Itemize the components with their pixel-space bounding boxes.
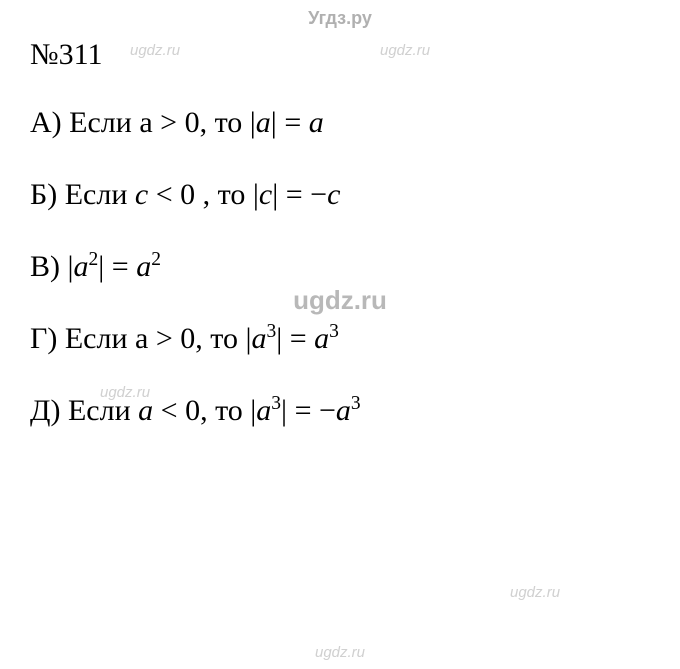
item-d-op: < <box>161 394 178 427</box>
item-b-eq: = <box>286 178 303 211</box>
abs-close: | <box>271 106 277 139</box>
problem-number: №311 <box>30 38 650 72</box>
item-a: А) Если а > 0, то |a| = a <box>30 106 650 140</box>
item-a-op: > <box>160 106 177 139</box>
problem-content: №311 А) Если а > 0, то |a| = a Б) Если c… <box>30 38 650 428</box>
item-v-abs-exp: 2 <box>89 249 99 270</box>
abs-close: | <box>98 250 104 283</box>
item-g-prefix: Если а <box>65 322 148 355</box>
item-g-eq: = <box>290 322 307 355</box>
item-g-abs-base: a <box>251 322 266 355</box>
item-d-eq: = <box>295 394 312 427</box>
abs-close: | <box>281 394 287 427</box>
abs-close: | <box>272 178 278 211</box>
item-d-label: Д) <box>30 394 60 427</box>
watermark-domain-4: ugdz.ru <box>510 584 560 601</box>
item-a-eq: = <box>284 106 301 139</box>
item-b-mid: , то <box>203 178 246 211</box>
item-g-label: Г) <box>30 322 57 355</box>
item-g-result-exp: 3 <box>329 321 339 342</box>
item-d-result-base: a <box>336 394 351 427</box>
item-b-result: c <box>327 178 340 211</box>
item-b-abs: c <box>259 178 272 211</box>
item-v-result-exp: 2 <box>151 249 161 270</box>
item-d-val: 0 <box>185 394 200 427</box>
item-a-label: А) <box>30 106 62 139</box>
item-b-var: c <box>135 178 148 211</box>
item-d-prefix: Если <box>68 394 131 427</box>
item-b-prefix: Если <box>65 178 128 211</box>
item-g-abs-exp: 3 <box>266 321 276 342</box>
item-b-minus: − <box>310 178 327 211</box>
abs-close: | <box>276 322 282 355</box>
watermark-domain-bottom: ugdz.ru <box>315 644 365 661</box>
item-d: Д) Если a < 0, то |a3| = −a3 <box>30 394 650 428</box>
item-d-abs-exp: 3 <box>271 393 281 414</box>
item-v-eq: = <box>112 250 129 283</box>
item-a-prefix: Если а <box>69 106 152 139</box>
item-g-op: > <box>156 322 173 355</box>
item-g-mid: , то <box>195 322 238 355</box>
item-d-mid: , то <box>200 394 243 427</box>
item-b-label: Б) <box>30 178 57 211</box>
item-a-val: 0 <box>185 106 200 139</box>
item-b: Б) Если c < 0 , то |c| = −c <box>30 178 650 212</box>
item-a-abs: a <box>256 106 271 139</box>
item-v-result-base: a <box>136 250 151 283</box>
item-d-var: a <box>138 394 153 427</box>
item-g: Г) Если а > 0, то |a3| = a3 <box>30 322 650 356</box>
item-d-minus: − <box>319 394 336 427</box>
item-v: В) |a2| = a2 <box>30 250 650 284</box>
item-g-result-base: a <box>314 322 329 355</box>
item-d-result-exp: 3 <box>351 393 361 414</box>
item-v-abs-base: a <box>74 250 89 283</box>
item-b-op: < <box>156 178 173 211</box>
item-a-mid: , то <box>200 106 243 139</box>
watermark-site-top: Угдз.ру <box>308 8 372 29</box>
item-d-abs-base: a <box>256 394 271 427</box>
item-b-val: 0 <box>180 178 195 211</box>
item-g-val: 0 <box>180 322 195 355</box>
item-v-label: В) <box>30 250 60 283</box>
item-a-result: a <box>309 106 324 139</box>
